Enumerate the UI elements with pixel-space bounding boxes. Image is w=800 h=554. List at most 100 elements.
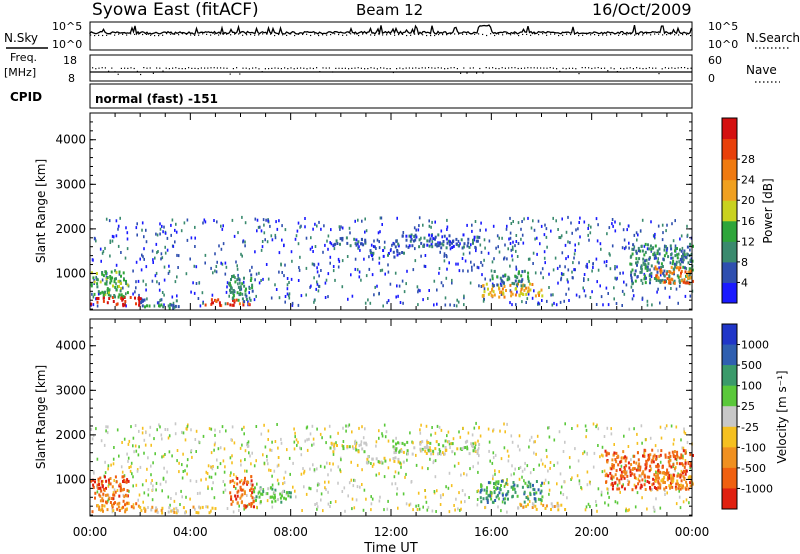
echo-cell <box>645 461 648 465</box>
echo-cell <box>104 290 106 294</box>
echo-cell <box>124 510 127 514</box>
echo-cell <box>629 473 632 477</box>
echo-cell <box>182 506 185 510</box>
echo-cell <box>560 491 562 495</box>
echo-cell <box>378 499 381 503</box>
echo-cell <box>348 423 351 427</box>
echo-cell <box>680 483 683 487</box>
echo-cell <box>398 252 401 256</box>
echo-cell <box>315 287 317 291</box>
nave-dot <box>165 67 167 69</box>
echo-cell <box>338 225 341 229</box>
echo-cell <box>176 275 178 279</box>
echo-cell <box>364 301 367 305</box>
echo-cell <box>368 267 371 271</box>
echo-cell <box>98 505 101 509</box>
echo-cell <box>271 500 274 504</box>
echo-cell <box>679 506 682 510</box>
echo-cell <box>346 255 349 258</box>
echo-cell <box>522 505 525 509</box>
echo-cell <box>119 216 121 220</box>
echo-cell <box>337 257 340 261</box>
echo-cell <box>262 488 265 492</box>
echo-cell <box>636 238 638 242</box>
echo-cell <box>571 476 573 480</box>
echo-cell <box>253 464 256 468</box>
echo-cell <box>161 437 163 441</box>
echo-cell <box>657 476 660 480</box>
echo-cell <box>309 247 312 251</box>
nsearch-dot <box>662 34 664 36</box>
echo-cell <box>178 461 180 465</box>
echo-cell <box>170 303 173 307</box>
y-tick-label: 1000 <box>55 472 86 486</box>
echo-cell <box>423 446 426 450</box>
echo-cell <box>409 431 411 435</box>
colorbar-tick-label: 16 <box>741 215 755 228</box>
echo-cell <box>114 501 116 505</box>
echo-cell <box>686 281 689 285</box>
echo-cell <box>469 281 472 285</box>
echo-cell <box>578 479 581 483</box>
echo-cell <box>213 496 216 500</box>
nave-dot <box>687 67 689 70</box>
echo-cell <box>639 249 642 253</box>
echo-cell <box>277 456 280 459</box>
echo-cell <box>655 455 658 459</box>
echo-cell <box>533 451 535 455</box>
echo-cell <box>483 290 486 294</box>
echo-cell <box>109 477 112 480</box>
echo-cell <box>511 440 514 444</box>
echo-cell <box>657 261 660 265</box>
echo-cell <box>527 257 530 261</box>
echo-cell <box>548 492 550 496</box>
nsearch-top-tick: 10^5 <box>708 20 738 33</box>
nave-dot <box>645 67 647 70</box>
echo-cell <box>123 437 126 441</box>
echo-cell <box>669 454 672 458</box>
nave-dot <box>204 67 206 69</box>
echo-cell <box>517 221 520 225</box>
echo-cell <box>654 244 657 248</box>
echo-cell <box>437 241 439 245</box>
echo-cell <box>96 457 99 461</box>
echo-cell <box>134 444 137 448</box>
echo-cell <box>444 439 447 443</box>
echo-cell <box>629 470 632 474</box>
echo-cell <box>586 265 589 269</box>
nave-dot <box>517 67 519 70</box>
echo-cell <box>411 440 413 444</box>
echo-cell <box>194 507 196 511</box>
echo-cell <box>641 441 643 445</box>
echo-cell <box>607 503 610 507</box>
echo-cell <box>576 474 579 478</box>
echo-cell <box>147 506 149 509</box>
echo-cell <box>689 242 692 246</box>
echo-cell <box>434 431 437 435</box>
echo-cell <box>630 463 633 466</box>
nsearch-dot <box>146 33 148 36</box>
echo-cell <box>541 495 544 499</box>
echo-cell <box>520 274 523 278</box>
echo-cell <box>443 252 446 256</box>
nave-dot <box>584 67 586 69</box>
echo-cell <box>246 445 249 448</box>
echo-cell <box>354 257 357 261</box>
echo-cell <box>438 448 441 452</box>
echo-cell <box>467 241 470 245</box>
echo-cell <box>125 279 127 283</box>
echo-cell <box>263 231 266 235</box>
echo-cell <box>655 464 658 468</box>
nsearch-dot <box>362 33 364 35</box>
echo-cell <box>491 288 494 291</box>
echo-cell <box>211 487 213 491</box>
echo-cell <box>102 499 105 503</box>
echo-cell <box>122 480 124 483</box>
echo-cell <box>141 221 144 225</box>
echo-cell <box>125 282 128 285</box>
echo-cell <box>252 488 255 492</box>
echo-cell <box>237 282 239 286</box>
echo-cell <box>145 240 148 244</box>
echo-cell <box>124 493 127 497</box>
echo-cell <box>665 424 668 428</box>
